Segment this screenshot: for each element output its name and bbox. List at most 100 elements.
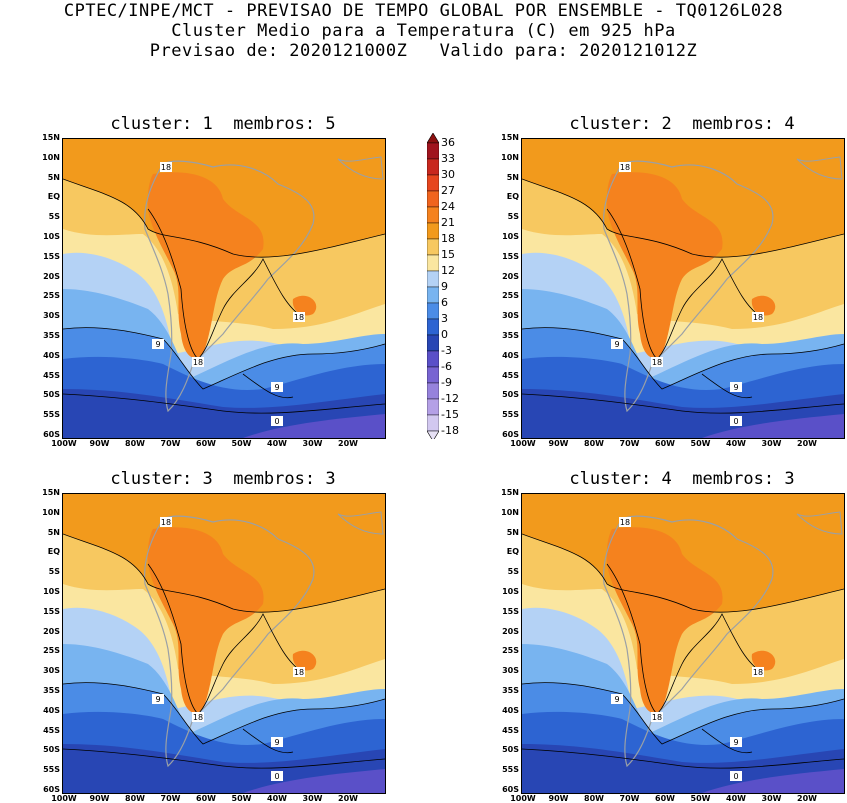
colorbar-swatch bbox=[427, 350, 439, 368]
contour-line bbox=[63, 533, 385, 613]
lat-label: EQ bbox=[47, 192, 60, 202]
colorbar-swatch bbox=[427, 286, 439, 304]
lon-label: 80W bbox=[584, 439, 604, 448]
lat-label: 10N bbox=[501, 152, 519, 162]
lat-label: 40S bbox=[502, 350, 519, 360]
colorbar-swatch bbox=[427, 190, 439, 208]
contour-label-bg bbox=[611, 339, 623, 349]
map-panel-3: 18 18 18 9 9 0 bbox=[62, 493, 386, 794]
lat-label: EQ bbox=[47, 547, 60, 557]
lon-label: 70W bbox=[160, 794, 181, 803]
colorbar-swatch bbox=[427, 398, 439, 416]
lon-label: 70W bbox=[619, 439, 640, 448]
main-title: CPTEC/INPE/MCT - PREVISAO DE TEMPO GLOBA… bbox=[63, 1, 784, 21]
lat-label: 10N bbox=[42, 152, 60, 162]
lat-label: 25S bbox=[502, 646, 519, 656]
lat-label: 60S bbox=[502, 785, 519, 794]
lat-label: 45S bbox=[502, 370, 519, 380]
lat-label: 20S bbox=[43, 626, 60, 636]
lat-label: 15S bbox=[502, 251, 519, 261]
lat-label: 60S bbox=[43, 785, 60, 794]
contour-label-bg bbox=[192, 712, 204, 722]
contour-label-bg bbox=[651, 357, 663, 367]
contour-label-bg bbox=[152, 339, 164, 349]
coastline-africa bbox=[796, 511, 843, 535]
contour-label-bg bbox=[160, 517, 172, 527]
lat-label: 50S bbox=[502, 745, 519, 755]
contour-label: 18 bbox=[193, 713, 203, 722]
lon-label: 20W bbox=[797, 439, 817, 448]
temp-band-warm bbox=[606, 527, 723, 713]
coastline bbox=[602, 515, 774, 768]
colorbar-swatch bbox=[427, 238, 439, 256]
lat-label: 20S bbox=[43, 271, 60, 281]
lat-label: 40S bbox=[43, 705, 60, 715]
temp-band-cm3 bbox=[702, 414, 844, 438]
contour-line bbox=[522, 327, 844, 390]
lat-label: 45S bbox=[502, 725, 519, 735]
lon-label: 60W bbox=[196, 439, 216, 448]
lon-label: 40W bbox=[267, 439, 287, 448]
lon-label: 80W bbox=[125, 794, 145, 803]
lat-label: 15N bbox=[501, 133, 519, 142]
lat-label: 10S bbox=[43, 587, 60, 596]
lat-label: 20S bbox=[502, 626, 519, 636]
contour-line bbox=[522, 393, 844, 414]
colorbar-top-arrow bbox=[427, 133, 439, 144]
contour-line bbox=[63, 393, 385, 414]
map-svg-4: 18 18 18 9 9 0 bbox=[522, 494, 844, 793]
temp-band-warm bbox=[751, 295, 776, 316]
lat-label: 10S bbox=[43, 232, 60, 241]
lat-label: 10S bbox=[502, 587, 519, 596]
lon-label: 60W bbox=[655, 794, 675, 803]
lon-label: 60W bbox=[655, 439, 675, 448]
colorbar-label: 30 bbox=[441, 168, 455, 181]
lon-label: 30W bbox=[302, 439, 323, 448]
contour-label-bg bbox=[192, 357, 204, 367]
coastline bbox=[602, 160, 774, 413]
lon-label: 30W bbox=[761, 794, 782, 803]
panel-title-1: cluster: 1 membros: 5 bbox=[110, 114, 336, 134]
contour-label-bg bbox=[752, 312, 764, 322]
temp-band-warm bbox=[292, 650, 317, 671]
contour-label: 18 bbox=[294, 668, 304, 677]
colorbar-swatch bbox=[427, 158, 439, 176]
colorbar-swatch bbox=[427, 270, 439, 288]
contour-label: 9 bbox=[274, 738, 279, 747]
colorbar-swatch bbox=[427, 142, 439, 160]
lat-label: 25S bbox=[43, 291, 60, 301]
contour-label: 18 bbox=[193, 358, 203, 367]
temp-band-cm3 bbox=[702, 769, 844, 793]
lat-label: 25S bbox=[502, 291, 519, 301]
lat-label: 15S bbox=[43, 606, 60, 616]
contour-line bbox=[242, 728, 294, 754]
lon-label: 90W bbox=[548, 439, 569, 448]
lon-label: 100W bbox=[51, 439, 77, 448]
contour-label-bg bbox=[271, 382, 283, 392]
contour-label: 0 bbox=[274, 417, 279, 426]
lat-label: 5N bbox=[47, 527, 60, 537]
lon-label: 70W bbox=[160, 439, 181, 448]
lon-label: 50W bbox=[690, 794, 711, 803]
map-svg-3: 18 18 18 9 9 0 bbox=[63, 494, 385, 793]
contour-line bbox=[63, 682, 385, 745]
contour-label-bg bbox=[271, 737, 283, 747]
colorbar-label: -15 bbox=[441, 408, 459, 421]
contour-label-bg bbox=[752, 667, 764, 677]
lon-label: 50W bbox=[231, 439, 252, 448]
coastline-africa bbox=[337, 511, 384, 535]
lon-label: 40W bbox=[267, 794, 287, 803]
contour-label: 9 bbox=[733, 383, 738, 392]
panel-title-3: cluster: 3 membros: 3 bbox=[110, 469, 336, 489]
lat-label: 10N bbox=[501, 507, 519, 517]
subtitle: Cluster Medio para a Temperatura (C) em … bbox=[171, 21, 676, 41]
temp-band-warm bbox=[292, 295, 317, 316]
lon-label: 100W bbox=[510, 794, 536, 803]
colorbar-label: 12 bbox=[441, 264, 455, 277]
lon-label: 40W bbox=[726, 439, 746, 448]
lat-label: 30S bbox=[43, 666, 60, 676]
temp-band-cm3 bbox=[243, 414, 385, 438]
colorbar-swatch bbox=[427, 382, 439, 400]
coastline-africa bbox=[337, 156, 384, 180]
contour-label: 18 bbox=[652, 358, 662, 367]
